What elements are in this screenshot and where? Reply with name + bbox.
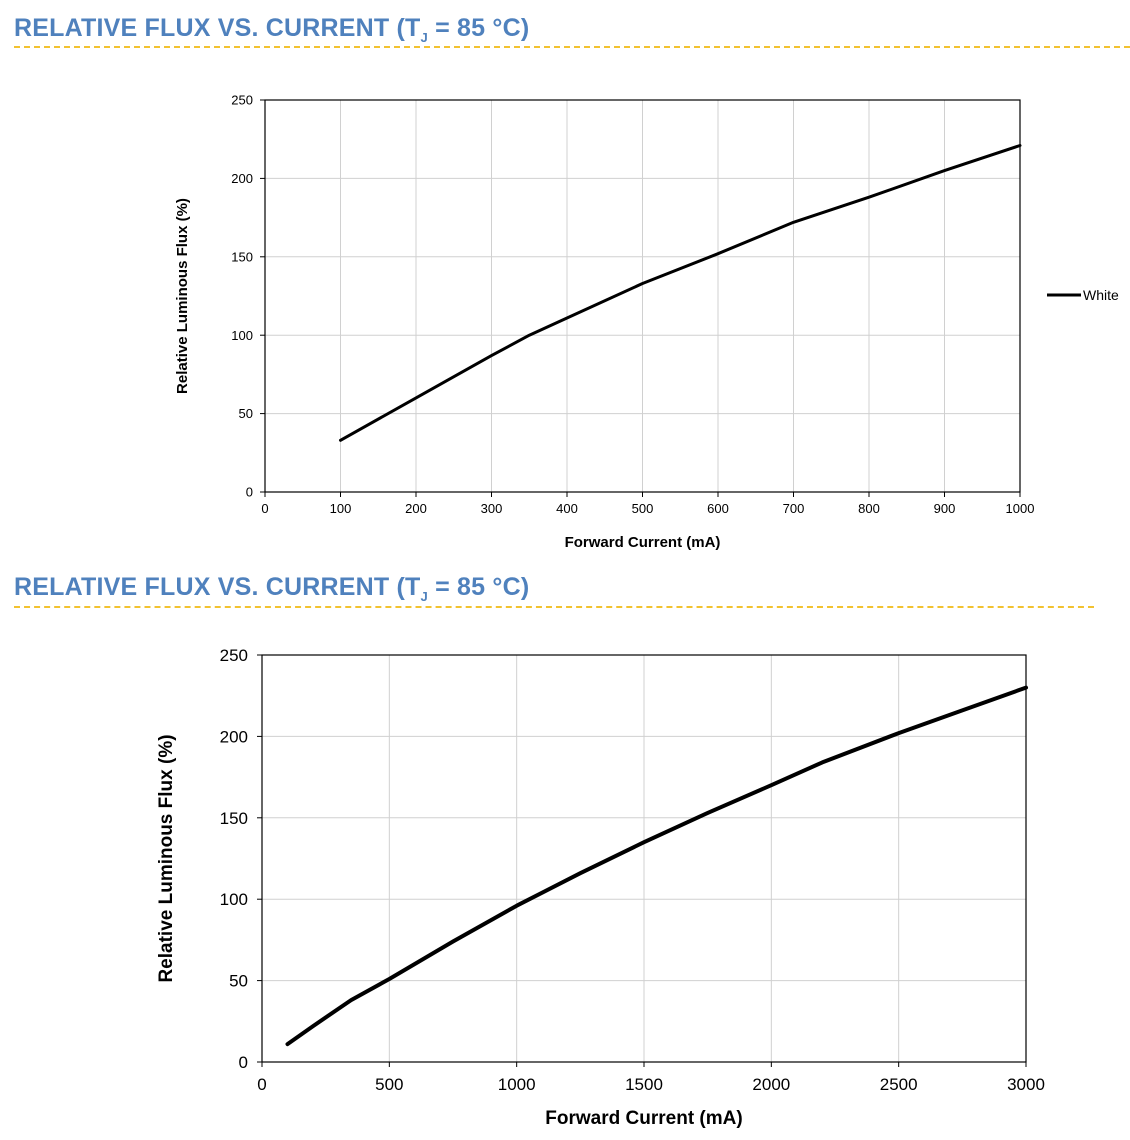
chart-1-x-tick-label: 600 (707, 501, 729, 516)
chart-2-x-axis-label: Forward Current (mA) (545, 1108, 742, 1129)
section-1-title-tail: = 85 °C) (427, 14, 530, 42)
chart-1-y-tick-label: 100 (231, 328, 253, 343)
chart-2-y-axis-label: Relative Luminous Flux (%) (156, 734, 177, 982)
chart-1-x-tick-label: 100 (330, 501, 352, 516)
chart-1-y-tick-label: 250 (231, 93, 253, 108)
chart-1-x-tick-label: 700 (783, 501, 805, 516)
chart-1-x-tick-label: 300 (481, 501, 503, 516)
chart-1-x-tick-label: 900 (934, 501, 956, 516)
section-1-title-main: RELATIVE FLUX VS. CURRENT (T (14, 14, 421, 42)
chart-2-y-tick-label: 0 (239, 1053, 248, 1072)
section-2-title-tail: = 85 °C) (427, 573, 530, 601)
chart-2-series-line-1 (285, 685, 1028, 1047)
chart-1-x-tick-label: 500 (632, 501, 654, 516)
section-1-rule (14, 46, 1130, 48)
chart-2-x-tick-label: 2000 (752, 1075, 790, 1094)
chart-1-x-tick-label: 800 (858, 501, 880, 516)
chart-1-x-tick-label: 200 (405, 501, 427, 516)
section-1-title-sub: J (420, 30, 428, 45)
chart-2-y-tick-label: 100 (220, 890, 248, 909)
chart-2-x-tick-label: 3000 (1007, 1075, 1045, 1094)
chart-2-y-tick-label: 200 (220, 727, 248, 746)
section-2-title-sub: J (420, 589, 428, 604)
chart-1-x-axis-label: Forward Current (mA) (565, 534, 721, 551)
chart-2-y-tick-label: 150 (220, 809, 248, 828)
chart-1-series-line-1 (339, 144, 1022, 442)
section-1-title: RELATIVE FLUX VS. CURRENT (TJ = 85 °C) (14, 14, 529, 45)
chart-2-x-tick-label: 2500 (880, 1075, 918, 1094)
chart-2-y-tick-label: 50 (229, 972, 248, 991)
chart-1-legend-label: White (1083, 287, 1119, 303)
chart-1-x-tick-label: 1000 (1006, 501, 1035, 516)
chart-1-y-axis-label: Relative Luminous Flux (%) (174, 198, 191, 394)
chart-1-y-tick-label: 200 (231, 171, 253, 186)
chart-2-x-tick-label: 0 (257, 1075, 266, 1094)
chart-1-x-tick-label: 400 (556, 501, 578, 516)
chart-2-y-tick-label: 250 (220, 646, 248, 665)
chart-2-x-tick-label: 500 (375, 1075, 403, 1094)
section-2-title-main: RELATIVE FLUX VS. CURRENT (T (14, 573, 421, 601)
chart-2-x-tick-label: 1000 (498, 1075, 536, 1094)
chart-2-x-tick-label: 1500 (625, 1075, 663, 1094)
chart-1-y-tick-label: 150 (231, 249, 253, 264)
section-2-title: RELATIVE FLUX VS. CURRENT (TJ = 85 °C) (14, 573, 529, 604)
section-2-rule (14, 606, 1094, 608)
chart-1-y-tick-label: 0 (246, 485, 253, 500)
chart-1-x-tick-label: 0 (261, 501, 268, 516)
chart-1-y-tick-label: 50 (239, 406, 253, 421)
